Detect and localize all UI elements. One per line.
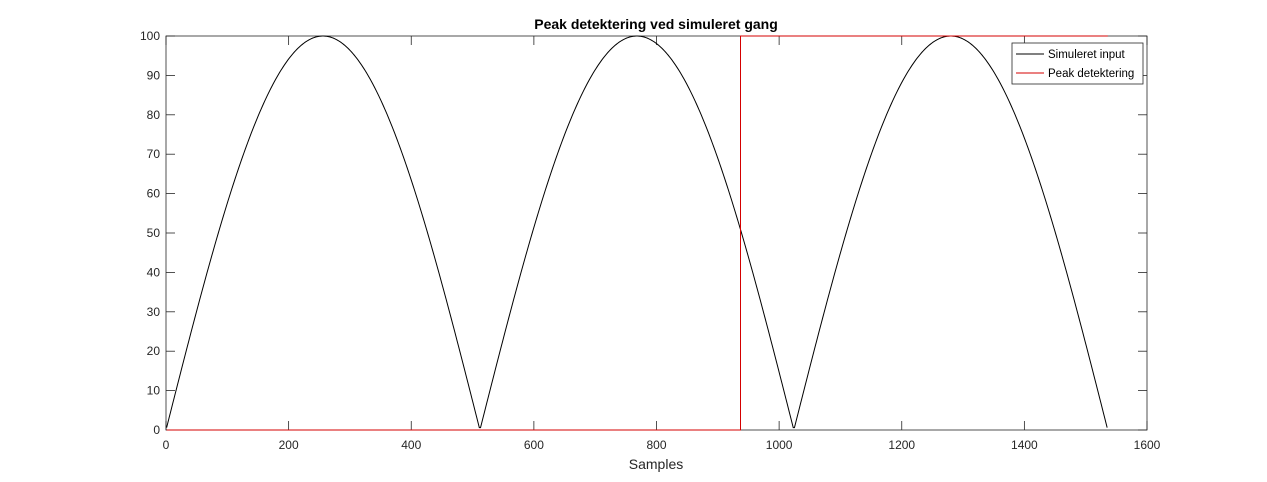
legend-label-simuleret-input: Simuleret input (1048, 49, 1126, 61)
x-tick-label: 800 (646, 438, 666, 452)
y-tick-label: 50 (147, 226, 161, 240)
y-tick-label: 10 (147, 384, 161, 398)
chart-title: Peak detektering ved simuleret gang (534, 16, 778, 32)
axis-ticks: 0 200 400 600 800 1000 1200 1400 1600 0 10 20 30 40 50… (140, 29, 1161, 452)
x-tick-label: 0 (163, 438, 170, 452)
x-tick-label: 1200 (888, 438, 915, 452)
legend-label-peak-detektering: Peak detektering (1048, 68, 1134, 80)
x-tick-label: 600 (524, 438, 544, 452)
y-tick-label: 100 (140, 29, 160, 43)
y-tick-label: 30 (147, 305, 161, 319)
series-layer (166, 35, 1108, 431)
y-tick-label: 0 (153, 423, 160, 437)
y-tick-label: 90 (147, 68, 161, 82)
y-tick-label: 70 (147, 147, 161, 161)
x-tick-label: 400 (401, 438, 421, 452)
y-tick-label: 40 (147, 265, 161, 279)
x-tick-label: 200 (279, 438, 299, 452)
x-tick-label: 1400 (1011, 438, 1038, 452)
x-axis-label: Samples (629, 456, 683, 472)
y-tick-label: 80 (147, 108, 161, 122)
legend: Simuleret input Peak detektering (1011, 42, 1144, 85)
y-tick-label: 20 (147, 344, 161, 358)
plot-area (165, 35, 1148, 431)
x-tick-label: 1600 (1134, 438, 1161, 452)
x-tick-label: 1000 (766, 438, 793, 452)
y-tick-label: 60 (147, 187, 161, 201)
legend-box (1011, 42, 1144, 85)
series-line-peak-detektering (166, 35, 1108, 431)
